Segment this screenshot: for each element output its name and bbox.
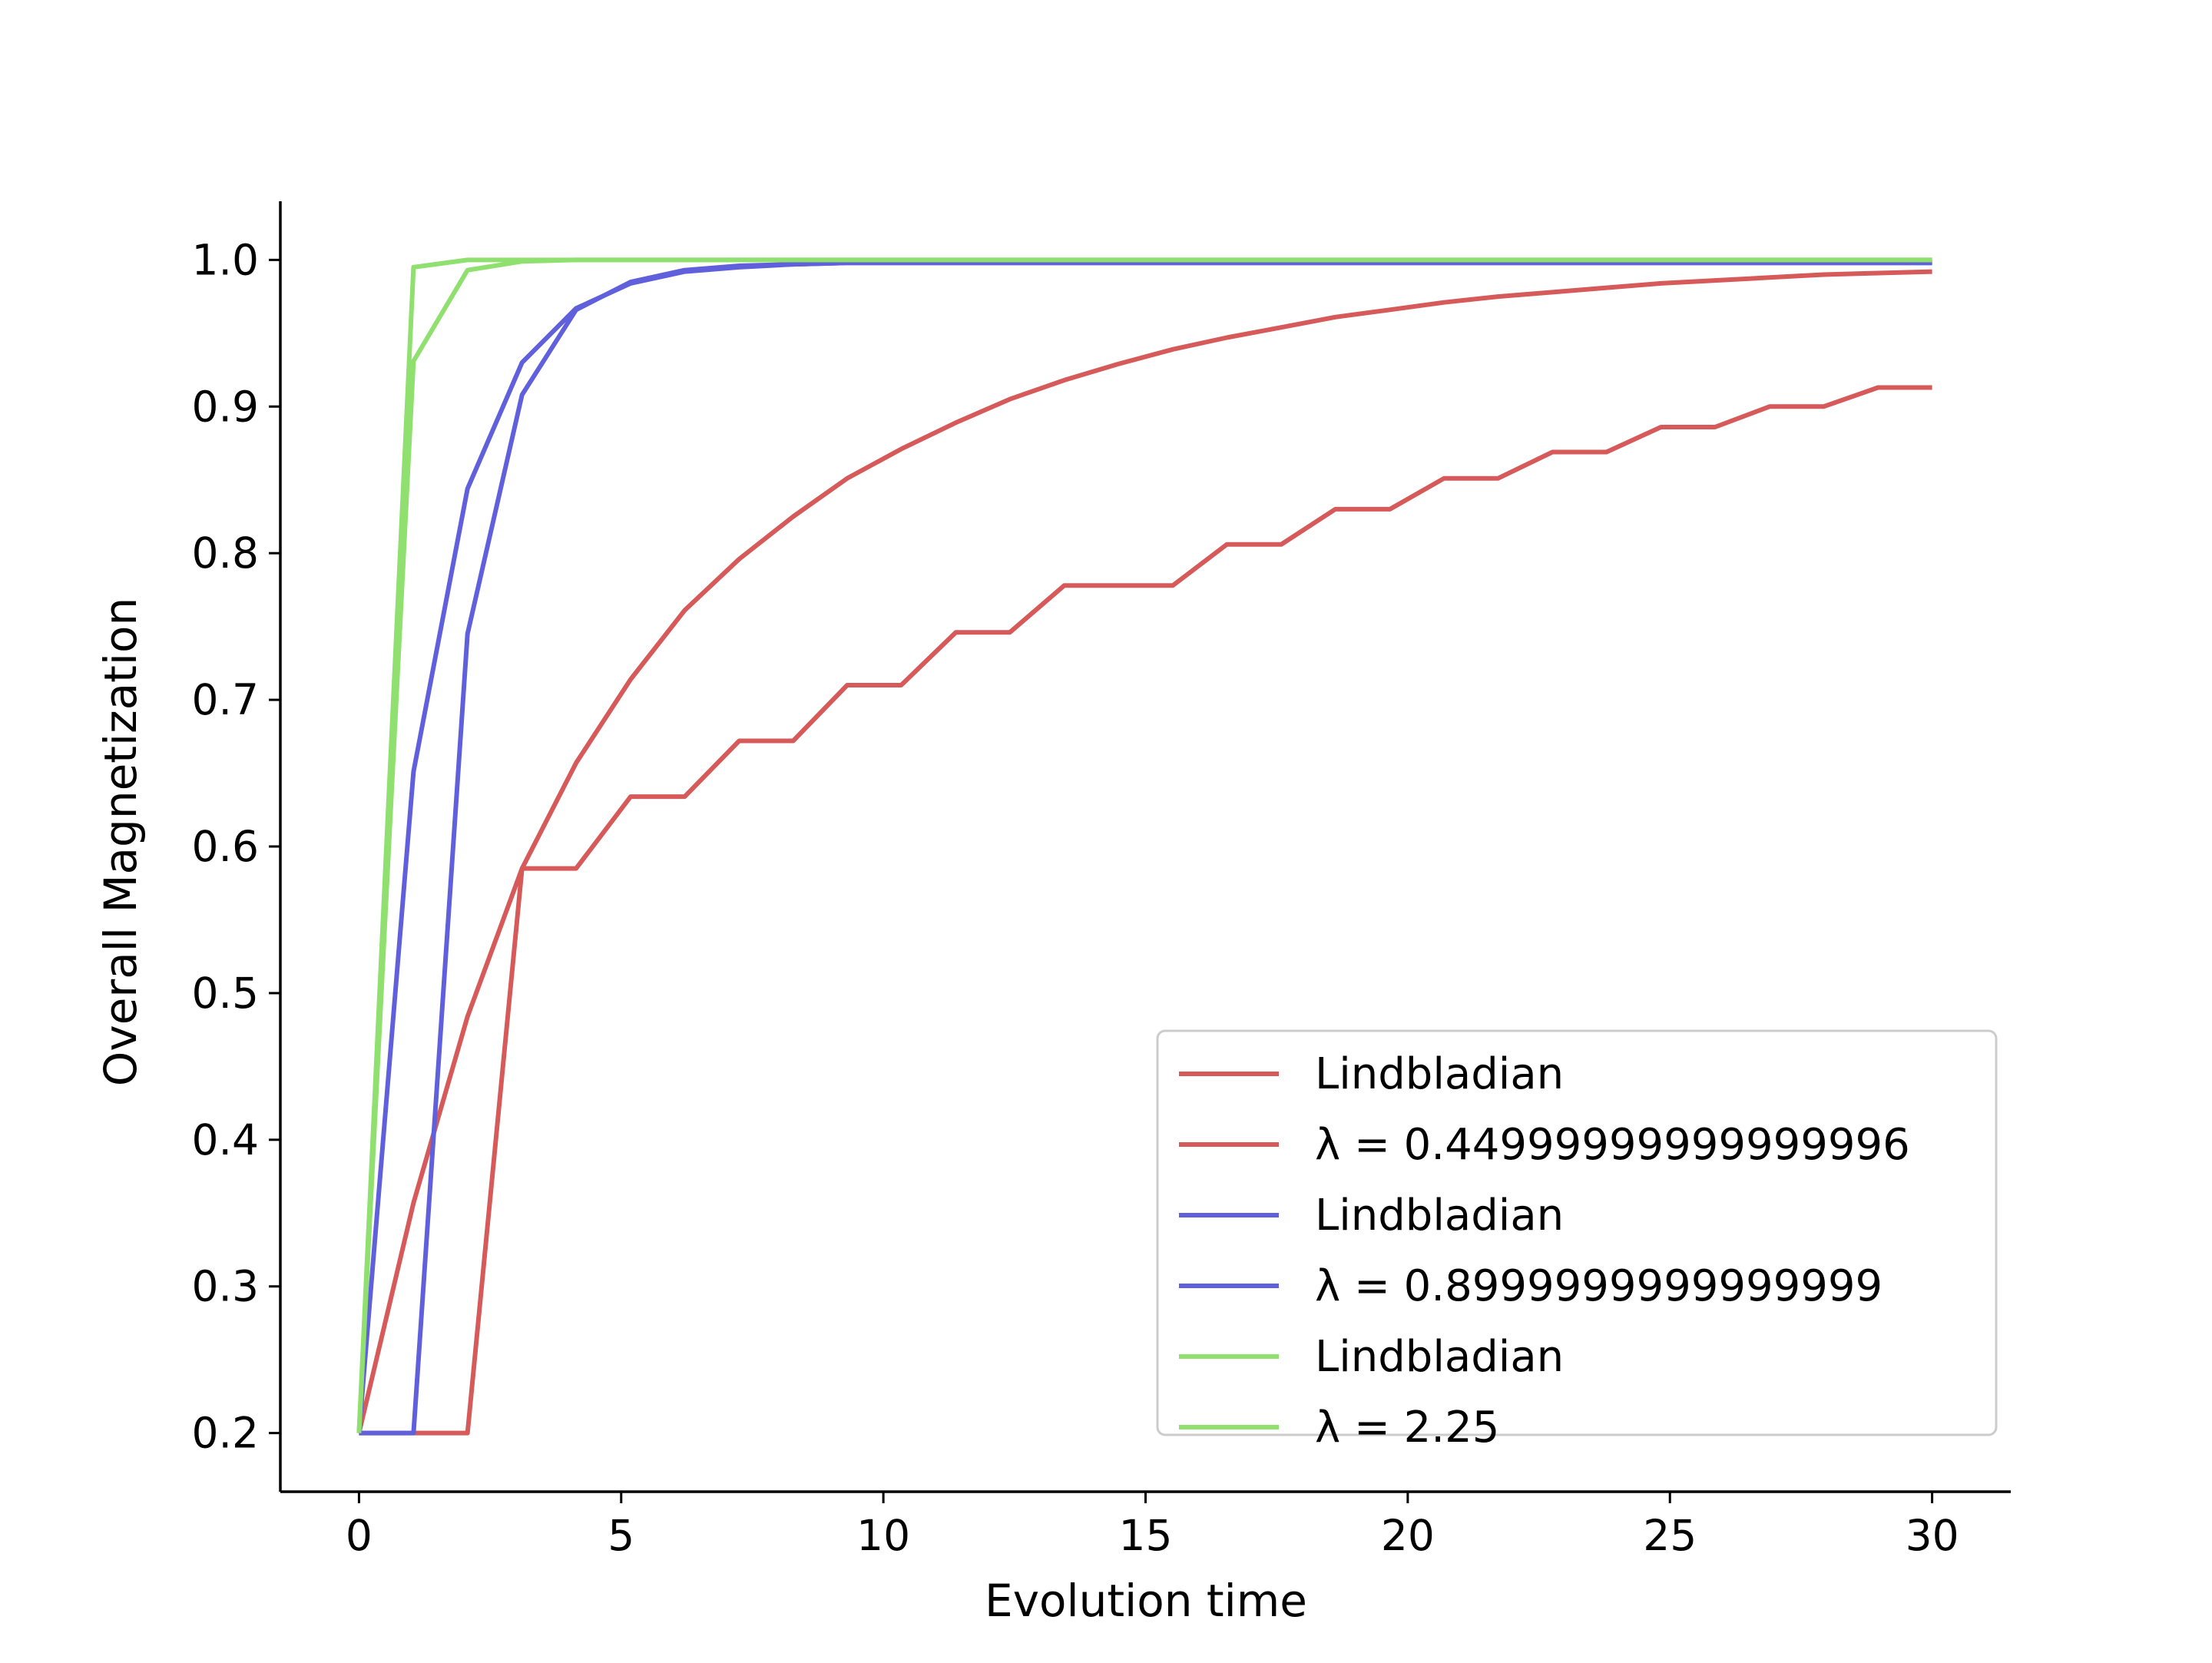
y-tick-label-6: 0.8 (192, 528, 259, 578)
legend-label-2: λ = 0.44999999999999996 (1315, 1120, 1910, 1170)
x-tick-label-30: 30 (1906, 1511, 1959, 1560)
x-tick-label-10: 10 (856, 1511, 910, 1560)
y-axis-label: Overall Magnetization (94, 598, 147, 1087)
x-tick-label-0: 0 (346, 1511, 373, 1560)
legend-box (1156, 1029, 1998, 1436)
x-tick-label-15: 15 (1119, 1511, 1173, 1560)
y-tick-label-7: 0.9 (192, 382, 259, 431)
series-layer (356, 257, 1932, 1436)
x-tick-label-5: 5 (608, 1511, 634, 1560)
y-tick-label-2: 0.4 (192, 1115, 259, 1164)
y-tick-label-8: 1.0 (192, 235, 259, 284)
x-tick-label-25: 25 (1643, 1511, 1697, 1560)
y-tick-label-4: 0.6 (192, 822, 259, 871)
legend-label-4: λ = 0.8999999999999999 (1315, 1261, 1883, 1311)
x-tick-label-20: 20 (1381, 1511, 1435, 1560)
series-line-6 (356, 257, 1932, 1433)
axes-layer: 0 5 10 15 20 25 30 0.2 0.3 0.4 0.5 0.6 0.7 0.8 0.9 1.0 (192, 201, 2011, 1560)
legend: Lindbladian λ = 0.44999999999999996 Lindbl… (1156, 1029, 1998, 1453)
x-axis-label: Evolution time (985, 1575, 1307, 1627)
legend-label-6: λ = 2.25 (1315, 1403, 1499, 1453)
y-tick-label-5: 0.7 (192, 675, 259, 724)
legend-label-1: Lindbladian (1315, 1049, 1564, 1099)
y-tick-label-3: 0.5 (192, 969, 259, 1018)
series-line-2 (359, 385, 1932, 1436)
y-tick-label-0: 0.2 (192, 1409, 259, 1458)
y-tick-label-1: 0.3 (192, 1262, 259, 1311)
legend-label-3: Lindbladian (1315, 1191, 1564, 1241)
legend-label-5: Lindbladian (1315, 1332, 1564, 1382)
series-line-1 (356, 269, 1932, 1434)
series-line-4 (359, 260, 1932, 1436)
